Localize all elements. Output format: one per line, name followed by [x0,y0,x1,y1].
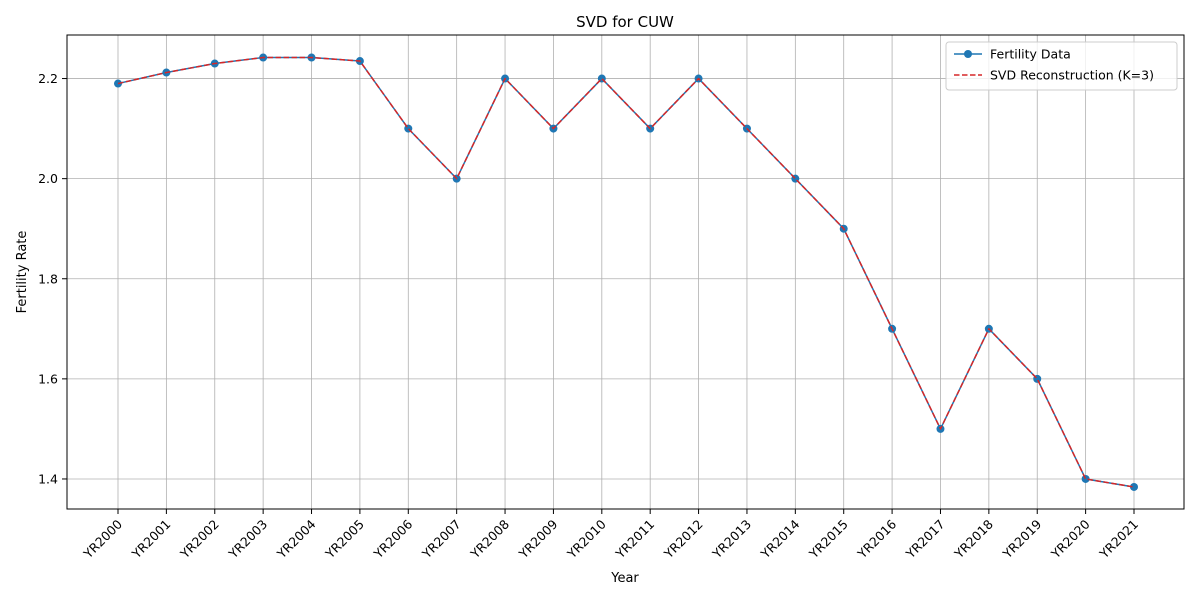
y-tick-label: 2.2 [38,71,58,86]
legend-label: Fertility Data [990,47,1071,62]
grid [67,35,1184,509]
data-point [1130,482,1138,491]
series-group [114,53,1138,491]
x-axis-label: Year [610,571,639,586]
legend-box [945,41,1178,91]
legend: Fertility Data SVD Reconstruction (K=3) [945,41,1178,91]
legend-label: SVD Reconstruction (K=3) [990,68,1154,83]
y-tick-label: 2.0 [38,171,58,186]
y-tick-label: 1.8 [38,271,58,286]
y-tick-label: 1.4 [38,471,58,486]
data-point [114,79,122,88]
data-point [1081,474,1090,483]
y-tick-label: 1.6 [38,371,58,386]
svd-reconstruction-k-3-line [117,56,1135,488]
legend-swatch-marker [964,50,972,58]
y-axis-label: Fertility Rate [15,231,30,314]
plot-frame [66,34,1185,510]
chart-title: SVD for CUW [576,13,674,31]
